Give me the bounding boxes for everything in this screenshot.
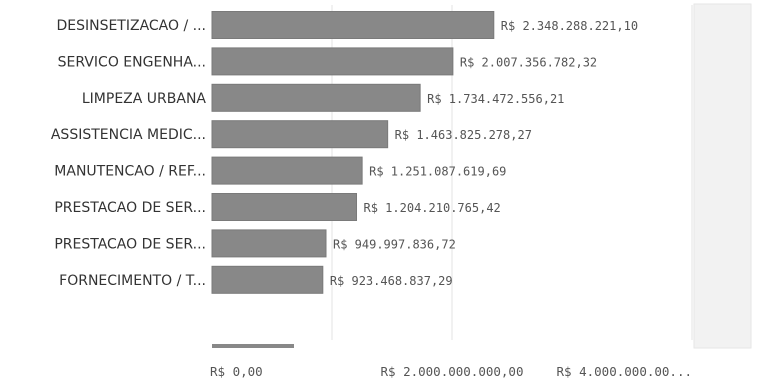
x-tick-label: R$ 2.000.000.000,00	[381, 364, 524, 379]
category-label: SERVICO ENGENHA...	[58, 54, 206, 70]
value-label: R$ 1.251.087.619,69	[369, 165, 506, 179]
value-label: R$ 2.007.356.782,32	[460, 55, 597, 69]
bar[interactable]	[211, 193, 358, 221]
value-label: R$ 1.734.472.556,21	[427, 92, 564, 106]
bar[interactable]	[211, 83, 421, 112]
x-axis-ticks: R$ 0,00 R$ 2.000.000.000,00 R$ 4.000.000.0…	[210, 364, 692, 379]
bars	[211, 11, 495, 348]
bar[interactable]	[211, 47, 454, 76]
bar[interactable]	[211, 156, 363, 185]
category-label: MANUTENCAO / REF...	[54, 164, 206, 180]
scroll-area	[693, 3, 752, 349]
x-tick-label: R$ 0,00	[210, 364, 263, 379]
value-label: R$ 1.463.825.278,27	[395, 128, 532, 142]
x-tick-label: R$ 4.000.000.00...	[557, 364, 692, 379]
bar-partial	[212, 344, 294, 348]
value-label: R$ 1.204.210.765,42	[364, 201, 501, 215]
value-label: R$ 949.997.836,72	[333, 237, 456, 251]
category-label: PRESTACAO DE SER...	[54, 200, 206, 216]
bar[interactable]	[211, 229, 327, 258]
bar[interactable]	[211, 265, 324, 294]
scrollbar-track[interactable]	[693, 3, 752, 349]
category-label: FORNECIMENTO / T...	[59, 273, 206, 289]
category-label: PRESTACAO DE SER...	[54, 236, 206, 252]
category-label: DESINSETIZACAO / ...	[56, 18, 206, 34]
category-label: LIMPEZA URBANA	[82, 91, 207, 107]
bar[interactable]	[211, 120, 389, 149]
category-label: ASSISTENCIA MEDIC...	[51, 127, 206, 143]
value-label: R$ 2.348.288.221,10	[501, 19, 638, 33]
bar[interactable]	[211, 11, 495, 39]
value-labels: R$ 2.348.288.221,10 R$ 2.007.356.782,32 R$…	[330, 19, 638, 288]
category-labels: DESINSETIZACAO / ... SERVICO ENGENHA... LI…	[51, 18, 207, 289]
value-label: R$ 923.468.837,29	[330, 274, 453, 288]
